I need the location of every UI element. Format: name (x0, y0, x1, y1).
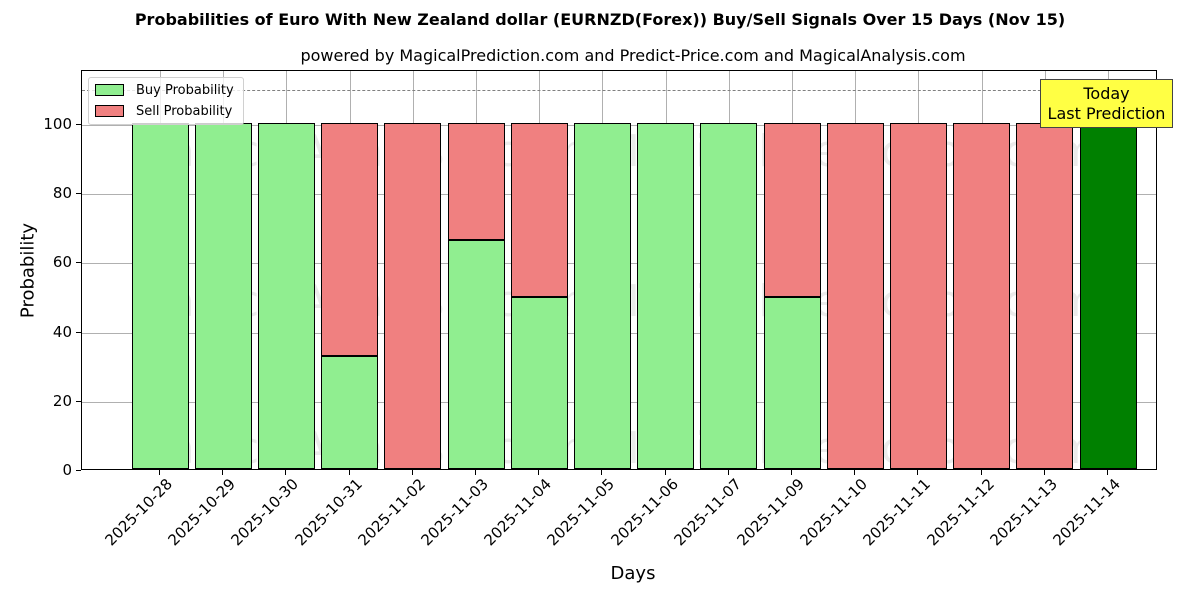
sell-segment (889, 123, 947, 469)
bar-2025-11-07 (700, 71, 758, 469)
x-tick-mark (222, 470, 224, 475)
today-annotation-line2: Last Prediction (1047, 104, 1166, 123)
legend-buy-label: Buy Probability (136, 82, 234, 98)
x-tick-label: 2025-10-29 (164, 475, 240, 550)
buy-swatch (95, 84, 124, 96)
x-tick-label: 2025-11-07 (670, 475, 745, 550)
reference-line (82, 90, 1156, 92)
sell-segment (826, 123, 884, 469)
legend-item-sell: Sell Probability (95, 103, 232, 119)
x-tick-label: 2025-11-09 (733, 475, 808, 550)
x-tick-label: 2025-11-03 (417, 475, 492, 550)
bar-2025-11-14 (1079, 71, 1137, 469)
x-tick-mark (348, 470, 350, 475)
today-annotation: Today Last Prediction (1040, 79, 1173, 128)
buy-segment (447, 239, 505, 469)
y-tick-label: 100 (43, 115, 72, 133)
legend: Buy Probability Sell Probability (88, 77, 244, 125)
today-annotation-line1: Today (1083, 84, 1130, 103)
bar-2025-11-03 (447, 71, 505, 469)
x-tick-label: 2025-10-30 (227, 475, 303, 550)
x-tick-mark (538, 470, 540, 475)
sell-segment (763, 123, 821, 298)
x-tick-label: 2025-10-28 (101, 475, 176, 550)
x-axis-label: Days (610, 563, 656, 584)
plot-area: MagicalAnalysis.comMagicalPrediction.com… (81, 70, 1157, 470)
y-tick-label: 60 (52, 253, 72, 272)
x-tick-label: 2025-10-31 (291, 475, 366, 550)
x-tick-mark (980, 470, 982, 475)
bar-2025-11-12 (953, 71, 1011, 469)
bar-2025-10-29 (194, 71, 252, 469)
x-tick-label: 2025-11-11 (859, 475, 935, 550)
x-tick-mark (601, 470, 603, 475)
buy-segment (257, 123, 315, 469)
bar-2025-10-30 (257, 71, 315, 469)
x-tick-mark (159, 470, 160, 475)
bar-2025-11-10 (826, 71, 884, 469)
x-tick-label: 2025-11-14 (1049, 475, 1124, 550)
x-tick-mark (1043, 470, 1045, 475)
x-tick-label: 2025-11-13 (986, 475, 1061, 550)
x-tick-mark (285, 470, 287, 475)
y-tick-mark (76, 400, 81, 402)
buy-segment (637, 123, 695, 469)
chart-subtitle: powered by MagicalPrediction.com and Pre… (300, 46, 966, 65)
bar-2025-10-31 (321, 71, 379, 469)
sell-segment (1016, 123, 1074, 469)
bar-2025-11-09 (763, 71, 821, 469)
bar-2025-11-13 (1016, 71, 1074, 469)
y-tick-mark (76, 124, 81, 125)
x-tick-label: 2025-11-05 (543, 475, 619, 550)
y-tick-mark (76, 470, 81, 471)
x-tick-mark (791, 470, 792, 475)
buy-segment (510, 297, 568, 469)
x-tick-label: 2025-11-10 (796, 475, 872, 550)
y-tick-mark (76, 262, 81, 264)
legend-sell-label: Sell Probability (136, 103, 233, 119)
sell-segment (447, 123, 505, 240)
x-tick-mark (664, 470, 666, 475)
sell-segment (953, 123, 1011, 469)
y-axis-label: Probability (17, 222, 39, 319)
x-tick-mark (1107, 470, 1108, 475)
sell-segment (384, 123, 442, 469)
bar-2025-11-05 (573, 71, 631, 469)
x-tick-mark (475, 470, 476, 475)
bar-2025-11-02 (384, 71, 442, 469)
y-tick-label: 0 (62, 461, 72, 479)
legend-item-buy: Buy Probability (95, 82, 234, 98)
chart-title: Probabilities of Euro With New Zealand d… (134, 10, 1066, 29)
buy-segment (131, 123, 189, 469)
sell-segment (510, 123, 568, 298)
buy-segment (194, 123, 252, 469)
bar-2025-11-11 (889, 71, 947, 469)
y-tick-mark (76, 193, 81, 195)
sell-swatch (95, 105, 124, 117)
y-tick-label: 20 (52, 391, 72, 410)
y-tick-label: 40 (52, 322, 72, 341)
buy-segment (573, 123, 631, 469)
x-tick-mark (917, 470, 919, 475)
buy-segment (700, 123, 758, 469)
buy-segment (321, 355, 379, 469)
x-tick-label: 2025-11-02 (354, 475, 429, 550)
bar-2025-11-04 (510, 71, 568, 469)
bar-2025-11-06 (637, 71, 695, 469)
y-tick-mark (76, 331, 81, 333)
x-tick-mark (411, 470, 413, 475)
bar-2025-10-28 (131, 71, 189, 469)
sell-segment (321, 123, 379, 356)
x-tick-label: 2025-11-06 (607, 475, 682, 550)
x-tick-mark (854, 470, 856, 475)
x-tick-label: 2025-11-04 (480, 475, 556, 550)
x-tick-label: 2025-11-12 (923, 475, 998, 550)
today-bar-segment (1079, 123, 1137, 469)
buy-segment (763, 297, 821, 469)
y-tick-label: 80 (52, 184, 72, 203)
x-tick-mark (727, 470, 729, 475)
